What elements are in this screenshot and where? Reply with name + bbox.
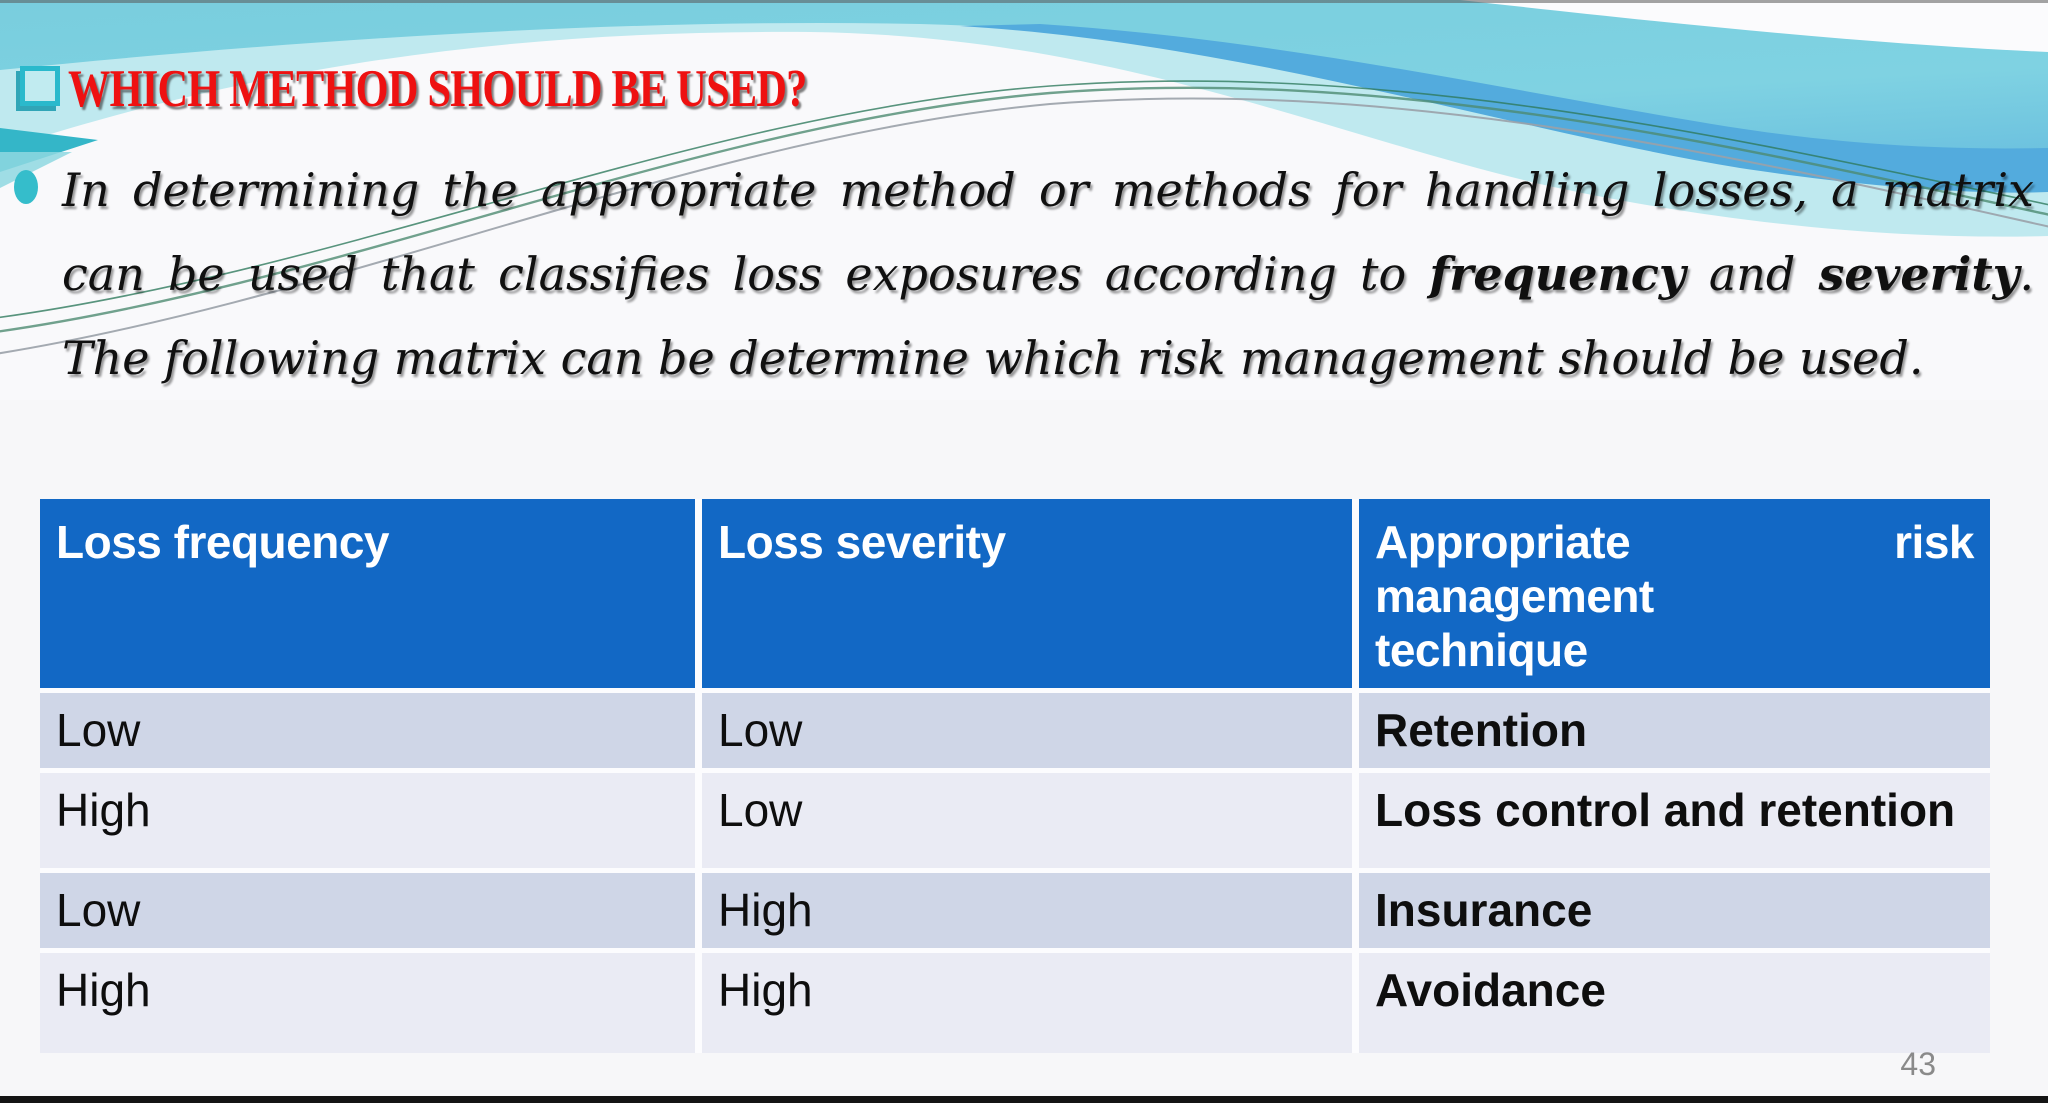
- bottom-bar: [0, 1096, 2048, 1103]
- cell-r4-frequency: High: [40, 953, 695, 1053]
- cell-r1-technique: Retention: [1359, 693, 1990, 768]
- cell-r2-frequency: High: [40, 773, 695, 868]
- cell-r3-technique: Insurance: [1359, 873, 1990, 948]
- wave-shapes: [0, 0, 2048, 400]
- header-technique: Appropriate risk management technique: [1359, 499, 1990, 688]
- slide-top-border: [0, 0, 2048, 3]
- header-loss-severity: Loss severity: [702, 499, 1352, 688]
- header-technique-line1: Appropriate risk management: [1375, 516, 1975, 622]
- cell-r3-frequency: Low: [40, 873, 695, 948]
- title-block: WHICH METHOD SHOULD BE USED?: [20, 60, 991, 118]
- banner-wave-graphic: [0, 0, 2048, 400]
- cell-r1-severity: Low: [702, 693, 1352, 768]
- body-bold-frequency: frequency: [1429, 247, 1686, 301]
- body-paragraph: In determining the appropriate method or…: [62, 148, 2034, 400]
- body-text-part3: . The following matrix can be determine …: [62, 247, 2034, 385]
- body-bold-severity: severity: [1818, 247, 2020, 301]
- cell-r2-technique: Loss control and retention: [1359, 773, 1990, 868]
- header-technique-line2: technique: [1375, 624, 1588, 676]
- square-bullet-icon: [20, 66, 60, 106]
- cell-r2-severity: Low: [702, 773, 1352, 868]
- page-number: 43: [1900, 1046, 1936, 1082]
- body-block: In determining the appropriate method or…: [14, 148, 2034, 400]
- body-text-part2: and: [1685, 247, 1819, 301]
- cell-r3-severity: High: [702, 873, 1352, 948]
- slide-title: WHICH METHOD SHOULD BE USED?: [68, 60, 807, 118]
- cell-r4-technique: Avoidance: [1359, 953, 1990, 1053]
- header-loss-frequency: Loss frequency: [40, 499, 695, 688]
- risk-matrix-table: Loss frequency Loss severity Appropriate…: [40, 499, 1990, 1053]
- cell-r4-severity: High: [702, 953, 1352, 1053]
- body-text-part1: In determining the appropriate method or…: [62, 163, 2034, 301]
- cell-r1-frequency: Low: [40, 693, 695, 768]
- circle-bullet-icon: [14, 170, 38, 204]
